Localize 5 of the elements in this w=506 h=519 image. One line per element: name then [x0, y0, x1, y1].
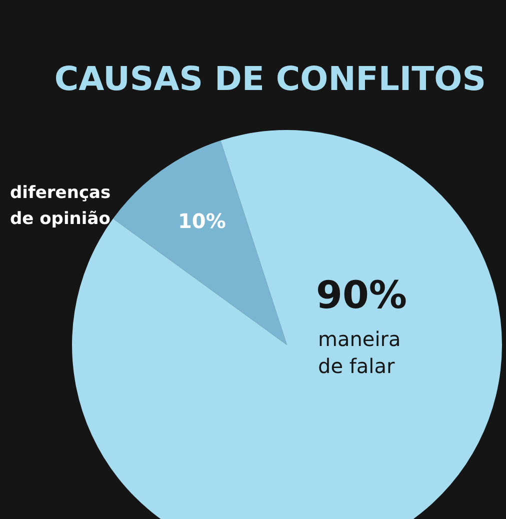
chart-title: CAUSAS DE CONFLITOS — [54, 59, 486, 98]
slice-label: diferenças de opinião — [10, 183, 111, 229]
data-label: 10% — [178, 209, 226, 233]
slice-label: maneira de falar — [318, 327, 401, 378]
data-label: 90% — [316, 273, 407, 317]
